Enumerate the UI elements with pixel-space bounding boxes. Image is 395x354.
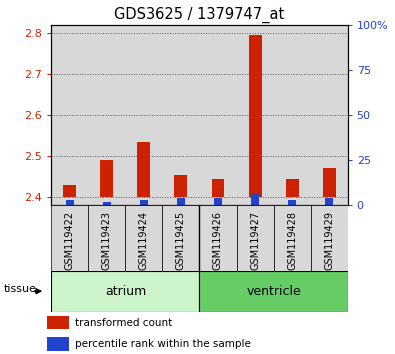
Text: GSM119422: GSM119422 [65, 211, 75, 270]
Bar [288, 200, 296, 205]
FancyBboxPatch shape [237, 205, 274, 271]
Bar [286, 179, 299, 197]
Bar [211, 179, 224, 197]
Text: tissue: tissue [4, 284, 37, 294]
Bar [100, 160, 113, 197]
Bar [140, 200, 148, 205]
Text: percentile rank within the sample: percentile rank within the sample [75, 339, 251, 349]
Bar [88, 25, 126, 205]
FancyBboxPatch shape [162, 205, 199, 271]
Bar [66, 200, 74, 205]
Bar [175, 175, 188, 197]
FancyBboxPatch shape [51, 205, 88, 271]
Bar [103, 202, 111, 205]
Bar [237, 25, 274, 205]
Bar [162, 25, 199, 205]
Bar [51, 25, 88, 205]
Text: GSM119429: GSM119429 [324, 211, 334, 269]
FancyBboxPatch shape [274, 205, 310, 271]
FancyBboxPatch shape [310, 205, 348, 271]
FancyBboxPatch shape [199, 271, 348, 312]
Bar [310, 25, 348, 205]
Bar [137, 142, 150, 197]
FancyBboxPatch shape [88, 205, 126, 271]
FancyBboxPatch shape [51, 271, 199, 312]
FancyBboxPatch shape [199, 205, 237, 271]
Bar [323, 169, 336, 197]
Title: GDS3625 / 1379747_at: GDS3625 / 1379747_at [114, 7, 285, 23]
Text: GSM119425: GSM119425 [176, 211, 186, 270]
Text: GSM119424: GSM119424 [139, 211, 149, 269]
Text: GSM119427: GSM119427 [250, 211, 260, 270]
Text: GSM119428: GSM119428 [287, 211, 297, 269]
Bar [177, 198, 185, 205]
Bar [126, 25, 162, 205]
Bar [251, 193, 259, 205]
FancyBboxPatch shape [126, 205, 162, 271]
Bar [325, 198, 333, 205]
Text: GSM119423: GSM119423 [102, 211, 112, 269]
Bar [63, 185, 76, 197]
Text: transformed count: transformed count [75, 318, 172, 327]
Bar [274, 25, 310, 205]
Bar [248, 35, 261, 197]
Text: GSM119426: GSM119426 [213, 211, 223, 269]
Bar [47, 337, 69, 350]
Text: atrium: atrium [105, 285, 146, 298]
Text: ventricle: ventricle [246, 285, 301, 298]
Bar [47, 316, 69, 329]
Bar [199, 25, 237, 205]
Bar [214, 198, 222, 205]
